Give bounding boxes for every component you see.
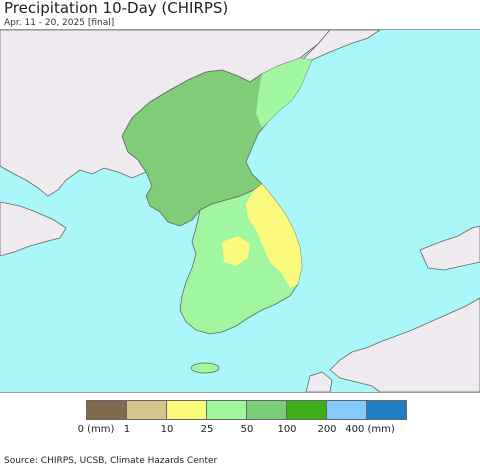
precipitation-legend	[86, 400, 407, 420]
legend-swatch-0	[87, 401, 127, 419]
precipitation-map	[0, 29, 480, 393]
legend-label-1: 1	[123, 424, 131, 435]
jeju-island	[190, 362, 220, 374]
japan-kyushu	[305, 371, 333, 392]
legend-swatch-3	[207, 401, 247, 419]
shandong-peninsula	[0, 201, 67, 257]
legend-swatch-2	[167, 401, 207, 419]
legend-swatch-5	[287, 401, 327, 419]
japan-land	[329, 297, 480, 392]
legend-swatch-4	[247, 401, 287, 419]
legend-swatch-6	[327, 401, 367, 419]
source-credit: Source: CHIRPS, UCSB, Climate Hazards Ce…	[4, 456, 218, 466]
legend-label-4: 50	[240, 424, 254, 435]
russia-land	[298, 30, 381, 63]
north-korea-east-highlands	[256, 58, 312, 128]
date-range-subtitle: Apr. 11 - 20, 2025 [final]	[4, 18, 115, 28]
legend-label-3: 25	[200, 424, 214, 435]
legend-label-6: 200	[317, 424, 337, 435]
map-canvas	[0, 30, 480, 392]
south-korea-central-yellow	[222, 236, 250, 266]
legend-label-2: 10	[160, 424, 174, 435]
south-korea-east-yellow	[246, 184, 302, 288]
legend-label-0: 0 (mm)	[77, 424, 115, 435]
legend-label-5: 100	[277, 424, 297, 435]
legend-swatch-1	[127, 401, 167, 419]
legend-swatch-7	[367, 401, 406, 419]
page-title: Precipitation 10-Day (CHIRPS)	[4, 0, 229, 17]
japan-north-coast	[419, 225, 480, 271]
legend-label-7: 400 (mm)	[345, 424, 395, 435]
